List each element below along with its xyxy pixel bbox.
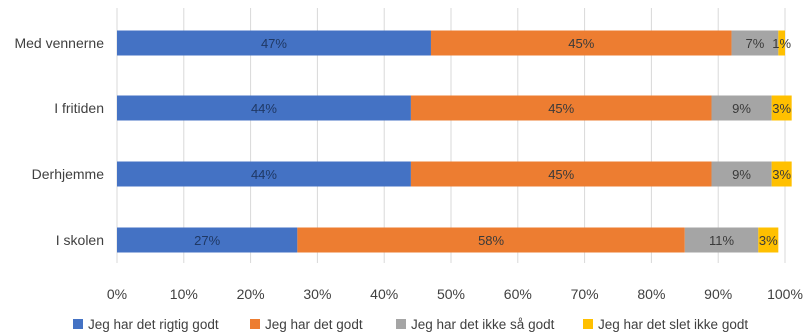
data-label: 7% bbox=[746, 36, 765, 51]
data-label: 3% bbox=[772, 101, 791, 116]
bar-segment bbox=[297, 227, 685, 253]
data-label: 9% bbox=[732, 101, 751, 116]
data-label: 3% bbox=[772, 167, 791, 182]
bar-segment bbox=[410, 95, 712, 121]
x-tick-label: 80% bbox=[637, 286, 665, 302]
data-label: 45% bbox=[548, 101, 574, 116]
category-label: Derhjemme bbox=[32, 166, 105, 182]
x-tick-label: 70% bbox=[571, 286, 599, 302]
x-tick-label: 0% bbox=[107, 286, 127, 302]
legend-swatch bbox=[250, 319, 260, 329]
data-label: 45% bbox=[548, 167, 574, 182]
bar-segment bbox=[778, 30, 785, 56]
legend-item: Jeg har det godt bbox=[250, 317, 363, 332]
data-label: 58% bbox=[478, 233, 504, 248]
bar-segment bbox=[117, 95, 411, 121]
data-label: 9% bbox=[732, 167, 751, 182]
legend-item: Jeg har det rigtig godt bbox=[73, 317, 219, 332]
bar-segment bbox=[758, 227, 779, 253]
bar-segment bbox=[731, 30, 779, 56]
legend-label: Jeg har det ikke så godt bbox=[411, 317, 555, 332]
data-label: 47% bbox=[261, 36, 287, 51]
bar-segment bbox=[711, 161, 772, 187]
data-label: 1% bbox=[772, 36, 791, 51]
bar-segment bbox=[430, 30, 732, 56]
legend-swatch bbox=[73, 319, 83, 329]
x-tick-label: 20% bbox=[237, 286, 265, 302]
x-tick-label: 30% bbox=[303, 286, 331, 302]
data-label: 44% bbox=[251, 167, 277, 182]
legend-label: Jeg har det rigtig godt bbox=[88, 317, 219, 332]
bar-segment bbox=[771, 161, 792, 187]
category-label: Med vennerne bbox=[14, 35, 104, 51]
x-tick-label: 10% bbox=[170, 286, 198, 302]
legend-label: Jeg har det godt bbox=[265, 317, 363, 332]
bar-segment bbox=[771, 95, 792, 121]
x-tick-label: 50% bbox=[437, 286, 465, 302]
data-label: 11% bbox=[709, 233, 734, 248]
x-tick-label: 40% bbox=[370, 286, 398, 302]
x-tick-label: 90% bbox=[704, 286, 732, 302]
legend: Jeg har det rigtig godt Jeg har det godt J… bbox=[73, 317, 748, 332]
legend-item: Jeg har det ikke så godt bbox=[396, 317, 555, 332]
category-label: I skolen bbox=[56, 232, 104, 248]
x-tick-labels: 0% 10% 20% 30% 40% 50% 60% 70% 80% 90% 100% bbox=[107, 286, 803, 302]
data-label: 3% bbox=[759, 233, 778, 248]
bar-segment bbox=[684, 227, 759, 253]
bar-segment bbox=[117, 30, 431, 56]
category-labels: Med vennerne I fritiden Derhjemme I skolen bbox=[14, 35, 104, 248]
legend-swatch bbox=[583, 319, 593, 329]
bar-segment bbox=[711, 95, 772, 121]
data-label: 44% bbox=[251, 101, 277, 116]
legend-label: Jeg har det slet ikke godt bbox=[598, 317, 748, 332]
bar-segment bbox=[117, 227, 298, 253]
category-label: I fritiden bbox=[54, 100, 104, 116]
legend-item: Jeg har det slet ikke godt bbox=[583, 317, 748, 332]
data-label: 45% bbox=[568, 36, 594, 51]
x-tick-label: 60% bbox=[504, 286, 532, 302]
x-tick-label: 100% bbox=[767, 286, 803, 302]
bar-segment bbox=[410, 161, 712, 187]
legend-swatch bbox=[396, 319, 406, 329]
data-labels: 47% 45% 7% 1% 44% 45% 9% 3% 44% 45% 9% 3% 27% 58% 11% 3… bbox=[194, 36, 791, 248]
data-label: 27% bbox=[194, 233, 220, 248]
bar-segment bbox=[117, 161, 411, 187]
bars bbox=[117, 30, 792, 253]
